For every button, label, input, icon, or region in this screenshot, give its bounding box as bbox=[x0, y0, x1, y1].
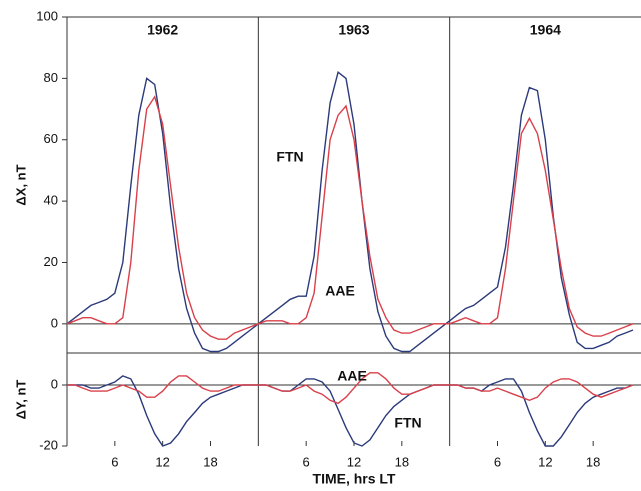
x-tick-label: 6 bbox=[494, 454, 501, 469]
annotation: AAE bbox=[337, 368, 367, 384]
x-tick-label: 12 bbox=[155, 454, 169, 469]
y-tick-label: 40 bbox=[44, 193, 58, 208]
x-axis-label: TIME, hrs LT bbox=[313, 471, 396, 487]
series-line bbox=[66, 70, 634, 353]
x-tick-label: 18 bbox=[586, 454, 600, 469]
x-tick-label: 18 bbox=[203, 454, 217, 469]
x-tick-label: 18 bbox=[395, 454, 409, 469]
y-tick-label: 0 bbox=[51, 315, 58, 330]
x-tick-label: 6 bbox=[111, 454, 118, 469]
y-axis-label: ΔY, nT bbox=[13, 380, 28, 420]
series-line bbox=[67, 372, 634, 405]
y-tick-label: 100 bbox=[36, 8, 58, 23]
year-label: 1962 bbox=[147, 22, 178, 38]
y-tick-label: -20 bbox=[39, 437, 58, 452]
annotation: FTN bbox=[276, 149, 303, 165]
year-label: 1964 bbox=[530, 22, 561, 38]
annotation: AAE bbox=[325, 283, 355, 299]
y-tick-label: 20 bbox=[44, 254, 58, 269]
y-tick-label: 80 bbox=[44, 70, 58, 85]
y-tick-label: 60 bbox=[44, 131, 58, 146]
series-line bbox=[66, 95, 634, 340]
x-tick-label: 12 bbox=[538, 454, 552, 469]
x-tick-label: 6 bbox=[303, 454, 310, 469]
annotation: FTN bbox=[394, 415, 421, 431]
year-label: 1963 bbox=[338, 22, 369, 38]
series-line bbox=[67, 375, 634, 447]
y-tick-label: 0 bbox=[51, 376, 58, 391]
x-tick-label: 12 bbox=[347, 454, 361, 469]
y-axis-label: ΔX, nT bbox=[13, 164, 28, 205]
